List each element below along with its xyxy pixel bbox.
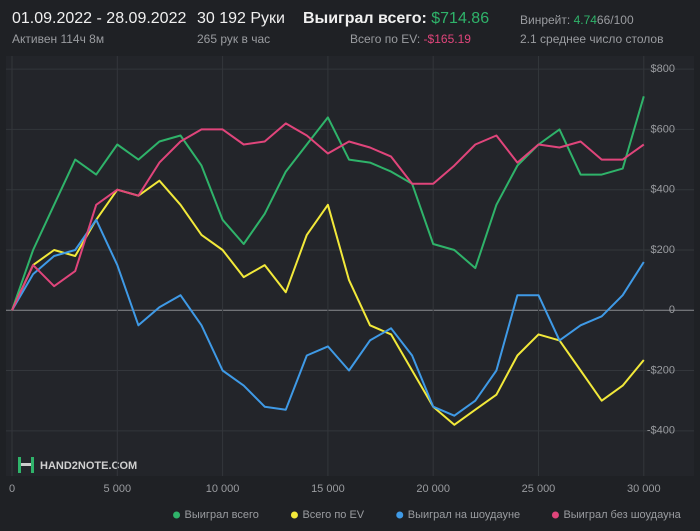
x-tick-label: 30 000	[627, 483, 661, 495]
winrate-unit: 66/100	[596, 13, 634, 27]
x-tick-label: 25 000	[522, 483, 556, 495]
period: 01.09.2022 - 28.09.2022	[12, 10, 187, 27]
x-tick-label: 20 000	[416, 483, 450, 495]
legend-swatch	[173, 511, 181, 519]
x-tick-label: 0	[9, 483, 15, 495]
legend-label: Всего по EV	[302, 509, 364, 521]
x-tick-label: 15 000	[311, 483, 345, 495]
active-time: Активен 114ч 8м	[12, 32, 105, 46]
y-tick-label: $800	[651, 63, 675, 75]
legend-item: Всего по EV	[290, 509, 365, 521]
won-value: $714.86	[431, 10, 490, 27]
winrate-label: Винрейт:	[520, 13, 571, 27]
x-tick-label: 5 000	[104, 483, 132, 495]
x-tick-label: 10 000	[206, 483, 240, 495]
ev-total: Всего по EV: -$165.19	[350, 32, 471, 46]
winrate-value: 4.74	[573, 13, 597, 27]
y-tick-label: 0	[669, 304, 675, 316]
legend-swatch	[551, 511, 559, 519]
legend-item: Выиграл на шоудауне	[396, 509, 520, 521]
series-line	[11, 122, 645, 311]
legend-label: Выиграл без шоудауна	[563, 509, 681, 521]
tables: 2.1 среднее число столов	[520, 32, 664, 46]
header: 01.09.2022 - 28.09.2022 Активен 114ч 8м …	[0, 0, 700, 52]
won-label: Выиграл всего:	[303, 10, 427, 27]
legend-swatch	[290, 511, 298, 519]
legend-label: Выиграл на шоудауне	[408, 509, 520, 521]
series-line	[11, 218, 645, 417]
ev-label: Всего по EV:	[350, 32, 421, 46]
legend-label: Выиграл всего	[185, 509, 259, 521]
watermark-logo	[18, 457, 34, 473]
legend-item: Выиграл всего	[173, 509, 259, 521]
won-total: Выиграл всего: $714.86	[303, 10, 489, 28]
hands: 30 192 Руки	[197, 10, 285, 27]
ev-value: -$165.19	[423, 32, 471, 46]
legend-swatch	[396, 511, 404, 519]
plot-background	[6, 56, 694, 476]
winrate: Винрейт: 4.7466/100	[520, 13, 634, 27]
hands-per-hour: 265 рук в час	[197, 32, 271, 46]
y-tick-label: $600	[651, 123, 675, 135]
y-tick-label: $200	[651, 244, 675, 256]
y-tick-label: $400	[651, 184, 675, 196]
y-tick-label: -$200	[647, 364, 675, 376]
watermark: HAND2NOTE.COM	[40, 460, 137, 472]
legend-item: Выиграл без шоудауна	[551, 509, 682, 521]
y-tick-label: -$400	[647, 425, 675, 437]
